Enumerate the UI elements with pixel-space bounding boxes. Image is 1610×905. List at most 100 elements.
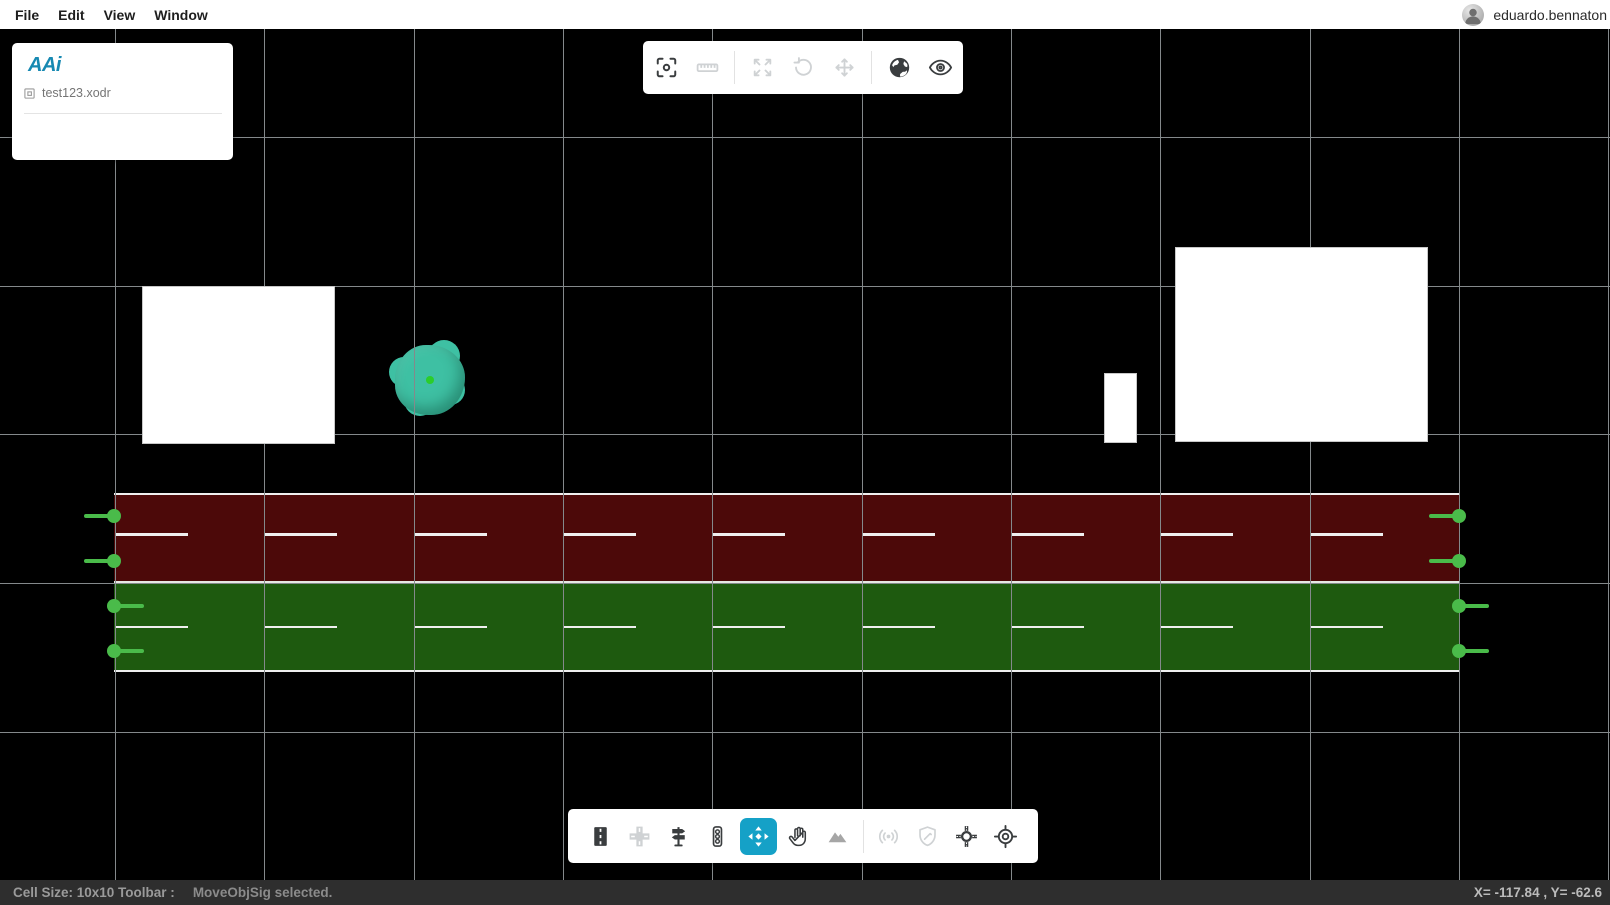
panel-divider (24, 113, 222, 114)
road-band-red[interactable] (114, 495, 1459, 582)
road[interactable] (114, 493, 1459, 672)
ruler-button[interactable] (690, 51, 724, 85)
lane-marking-dash (115, 533, 188, 536)
building-footprint[interactable] (142, 286, 335, 444)
lane-handle[interactable] (107, 554, 121, 568)
lane-handle-stem (84, 559, 114, 563)
lane-handle[interactable] (1452, 509, 1466, 523)
menu-window[interactable]: Window (154, 6, 208, 23)
tree-object[interactable] (389, 340, 468, 418)
toolbar-divider (862, 819, 864, 853)
pan-hand-icon (786, 824, 811, 849)
view-toolbar (643, 41, 963, 94)
lane-handle[interactable] (107, 644, 121, 658)
pan-hand-button[interactable] (782, 819, 816, 853)
lane-handle[interactable] (1452, 644, 1466, 658)
road-edge-line (114, 669, 1459, 672)
status-bar: Cell Size: 10x10 Toolbar : MoveObjSig se… (0, 880, 1610, 905)
signal-button[interactable] (872, 819, 906, 853)
signpost-button[interactable] (662, 819, 696, 853)
menu-view[interactable]: View (103, 6, 136, 23)
intersection-button[interactable] (623, 819, 657, 853)
lane-handle[interactable] (1452, 554, 1466, 568)
grid-line (712, 29, 714, 880)
lane-marking-dash (862, 533, 935, 536)
lane-marking-dash (264, 533, 337, 536)
center-focus-icon (654, 55, 679, 80)
signpost-icon (666, 824, 691, 849)
lane-marking-dash (115, 625, 188, 629)
grid-line (563, 29, 565, 880)
cursor-coordinates: X= -117.84 , Y= -62.6 (1473, 885, 1602, 900)
gps-target-button[interactable] (989, 819, 1023, 853)
lane-marking-dash (563, 533, 636, 536)
traffic-light-button[interactable] (701, 819, 735, 853)
toolbar-divider (871, 51, 872, 84)
tree-origin-dot (426, 376, 434, 384)
shield-button[interactable] (911, 819, 945, 853)
user-menu[interactable]: eduardo.bennaton (1462, 3, 1610, 26)
lane-marking-dash (862, 625, 935, 629)
center-focus-button[interactable] (649, 51, 683, 85)
move-button[interactable] (827, 51, 861, 85)
move-obj-sig-button[interactable] (739, 817, 777, 855)
tools-toolbar (568, 809, 1038, 863)
grid-line (1011, 29, 1013, 880)
lane-handle[interactable] (107, 509, 121, 523)
aai-logo: AAi (28, 54, 61, 76)
toolbar-divider (734, 51, 735, 84)
file-icon (24, 87, 35, 99)
project-panel: AAi test123.xodr (12, 43, 233, 160)
shield-icon (915, 824, 940, 849)
lane-handle[interactable] (107, 599, 121, 613)
grid-line (115, 29, 117, 880)
menu-file[interactable]: File (15, 6, 40, 23)
building-footprint[interactable] (1104, 373, 1137, 443)
lane-marking-dash (264, 625, 337, 629)
terrain-button[interactable] (821, 819, 855, 853)
eye-button[interactable] (923, 51, 957, 85)
lane-marking-dash (1011, 625, 1084, 629)
road-icon (588, 824, 613, 849)
lane-marking-dash (1310, 625, 1383, 629)
grid-line (1310, 29, 1312, 880)
grid-line (0, 732, 1610, 734)
rotate-icon (791, 55, 816, 80)
gps-target-icon (993, 824, 1018, 849)
lane-marking-dash (712, 625, 785, 629)
file-list-item[interactable]: test123.xodr (23, 86, 111, 100)
roundabout-icon (954, 824, 979, 849)
globe-icon (887, 55, 912, 80)
menu-edit[interactable]: Edit (58, 6, 85, 23)
grid-line (862, 29, 864, 880)
road-band-green[interactable] (114, 583, 1459, 670)
traffic-light-icon (705, 824, 730, 849)
rotate-button[interactable] (786, 51, 820, 85)
lane-handle-stem (114, 604, 144, 608)
grid-line (0, 583, 1610, 585)
grid-line (1459, 29, 1461, 880)
globe-button[interactable] (882, 51, 916, 85)
cell-size-label: Cell Size: 10x10 Toolbar : (13, 885, 175, 900)
terrain-icon (825, 824, 850, 849)
lane-marking-dash (712, 533, 785, 536)
lane-marking-dash (1011, 533, 1084, 536)
road-center-line (114, 581, 1459, 584)
tool-status-message: MoveObjSig selected. (192, 885, 333, 900)
lane-handle[interactable] (1452, 599, 1466, 613)
building-footprint[interactable] (1175, 247, 1428, 442)
lane-handle-stem (1429, 559, 1459, 563)
grid-line (0, 286, 1610, 288)
road-edge-line (114, 493, 1459, 496)
lane-handle-stem (1429, 514, 1459, 518)
road-button[interactable] (584, 819, 618, 853)
menu-bar: File Edit View Window eduardo.bennaton (0, 0, 1610, 29)
expand-button[interactable] (745, 51, 779, 85)
grid-line (1160, 29, 1162, 880)
lane-marking-dash (414, 625, 487, 629)
lane-handle-stem (1459, 604, 1489, 608)
signal-icon (876, 824, 901, 849)
grid-line (414, 29, 416, 880)
roundabout-button[interactable] (950, 819, 984, 853)
